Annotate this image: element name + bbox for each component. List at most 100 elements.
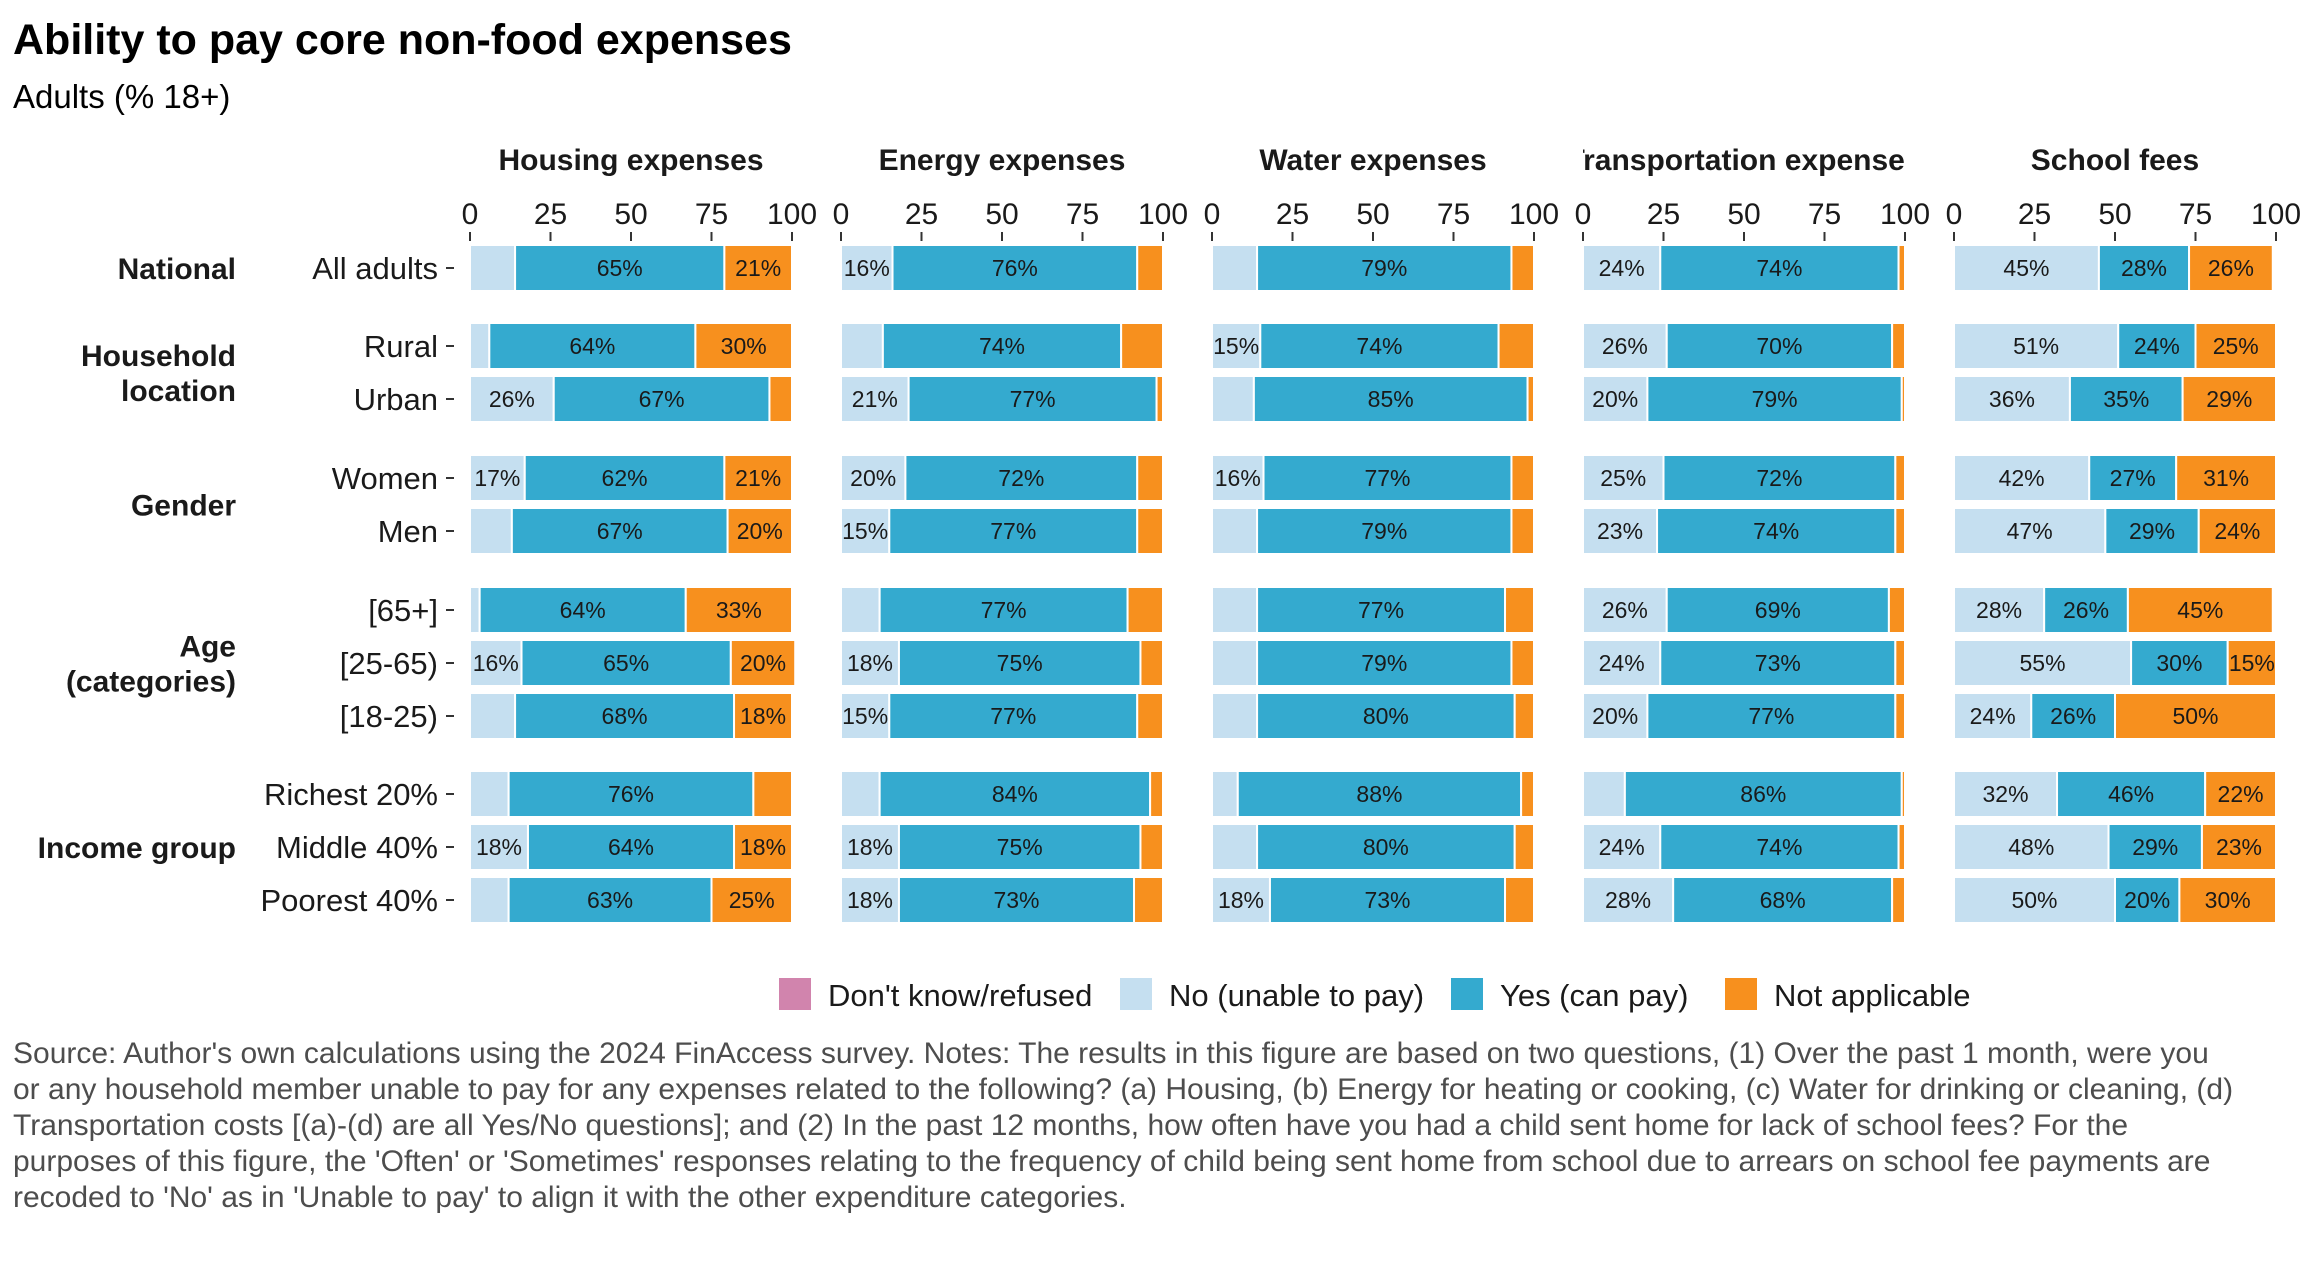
bar-segment-not-applicable [1891,876,1906,924]
x-tick-label: 25 [1276,198,1309,231]
bar-segment-not-applicable [2204,770,2277,818]
bar-segment-yes-can-pay [552,375,771,423]
data-label: 24% [1599,650,1645,676]
bar-segment-no-unable-to-pay [469,507,513,555]
data-label: 26% [2050,703,2096,729]
bar-segment-no-unable-to-pay [1582,770,1626,818]
bar-segment-not-applicable [1510,639,1535,687]
bar-segment-not-applicable [2194,322,2277,370]
bar-segment-yes-can-pay [1256,244,1513,292]
data-label: 26% [489,386,535,412]
bar-segment-yes-can-pay [904,454,1139,502]
data-label: 79% [1361,255,1407,281]
data-label: 15% [842,518,888,544]
bar-segment-yes-can-pay [1665,322,1894,370]
data-label: 24% [2214,518,2260,544]
data-label: 24% [1970,703,2016,729]
data-label: 80% [1363,834,1409,860]
bar-segment-yes-can-pay [478,586,687,634]
bar-segment-not-applicable [1136,244,1164,292]
bar-segment-no-unable-to-pay [1953,692,2033,740]
legend-swatch-yes-can-pay [1451,978,1483,1010]
bar-segment-no-unable-to-pay [469,692,517,740]
data-label: 64% [560,597,606,623]
bar-segment-no-unable-to-pay [1211,375,1255,423]
x-tick-label: 75 [1066,198,1099,231]
data-label: 18% [740,834,786,860]
data-label: 64% [608,834,654,860]
bar-segment-yes-can-pay [897,876,1136,924]
bar-segment-no-unable-to-pay [840,770,881,818]
bar-segment-no-unable-to-pay [469,823,529,871]
bar-segment-not-applicable [1510,244,1535,292]
row-label-richest-20: Richest 20% [264,777,438,812]
data-label: 50% [2172,703,2218,729]
data-label: 25% [2213,333,2259,359]
data-label: 15% [1213,333,1259,359]
chart-title: Ability to pay core non-food expenses [13,16,792,64]
bar-segment-not-applicable [768,375,794,423]
data-label: 73% [1364,887,1410,913]
data-label: 73% [993,887,1039,913]
bar-segment-yes-can-pay [1665,586,1890,634]
bar-segment-not-applicable [2126,586,2274,634]
data-label: 62% [602,465,648,491]
x-tick-label: 50 [1727,198,1760,231]
data-label: 77% [1748,703,1794,729]
bar-segment-not-applicable [1136,507,1164,555]
bar-segment-no-unable-to-pay [1953,823,2110,871]
data-label: 74% [979,333,1025,359]
data-label: 75% [997,650,1043,676]
bar-segment-yes-can-pay [1256,639,1513,687]
data-label: 15% [2229,650,2275,676]
bar-segment-no-unable-to-pay [1953,586,2046,634]
bar-segment-not-applicable [2181,375,2278,423]
data-label: 24% [1599,834,1645,860]
legend-label-don-t-know-refused: Don't know/refused [828,978,1092,1013]
data-label: 79% [1361,650,1407,676]
bar-segment-yes-can-pay [507,770,755,818]
data-label: 18% [476,834,522,860]
bar-segment-not-applicable [1897,244,1907,292]
bar-segment-not-applicable [1136,454,1164,502]
data-label: 15% [842,703,888,729]
x-tick-label: 50 [985,198,1018,231]
x-tick-label: 50 [614,198,647,231]
data-label: 28% [2121,255,2167,281]
bar-segment-not-applicable [2200,823,2277,871]
data-label: 36% [1989,386,2035,412]
bar-segment-not-applicable [2178,876,2277,924]
row-label-25-65: [25-65) [340,646,438,681]
data-label: 64% [569,333,615,359]
bar-segment-not-applicable [1526,375,1536,423]
data-label: 23% [2216,834,2262,860]
data-label: 16% [844,255,890,281]
bar-segment-not-applicable [1894,454,1906,502]
data-label: 77% [990,703,1036,729]
data-label: 16% [1215,465,1261,491]
x-tick-label: 75 [2179,198,2212,231]
legend-swatch-not-applicable [1725,978,1757,1010]
data-label: 18% [1218,887,1264,913]
data-label: 67% [597,518,643,544]
data-label: 32% [1982,781,2028,807]
group-label-age-categories: Age (categories) [66,631,236,699]
data-label: 20% [1592,703,1638,729]
data-label: 28% [1976,597,2022,623]
bar-segment-not-applicable [1897,823,1907,871]
bar-segment-not-applicable [2114,692,2277,740]
data-label: 18% [847,650,893,676]
data-label: 45% [2003,255,2049,281]
bar-segment-not-applicable [726,507,793,555]
bar-segment-no-unable-to-pay [840,507,891,555]
data-label: 20% [737,518,783,544]
bar-segment-not-applicable [684,586,793,634]
data-label: 28% [1605,887,1651,913]
bar-segment-no-unable-to-pay [469,454,526,502]
data-label: 30% [2156,650,2202,676]
bar-segment-no-unable-to-pay [1211,454,1265,502]
bar-segment-not-applicable [1894,692,1906,740]
bar-segment-not-applicable [1139,639,1164,687]
data-label: 73% [1755,650,1801,676]
source-note: Source: Author's own calculations using … [13,1037,2234,1214]
